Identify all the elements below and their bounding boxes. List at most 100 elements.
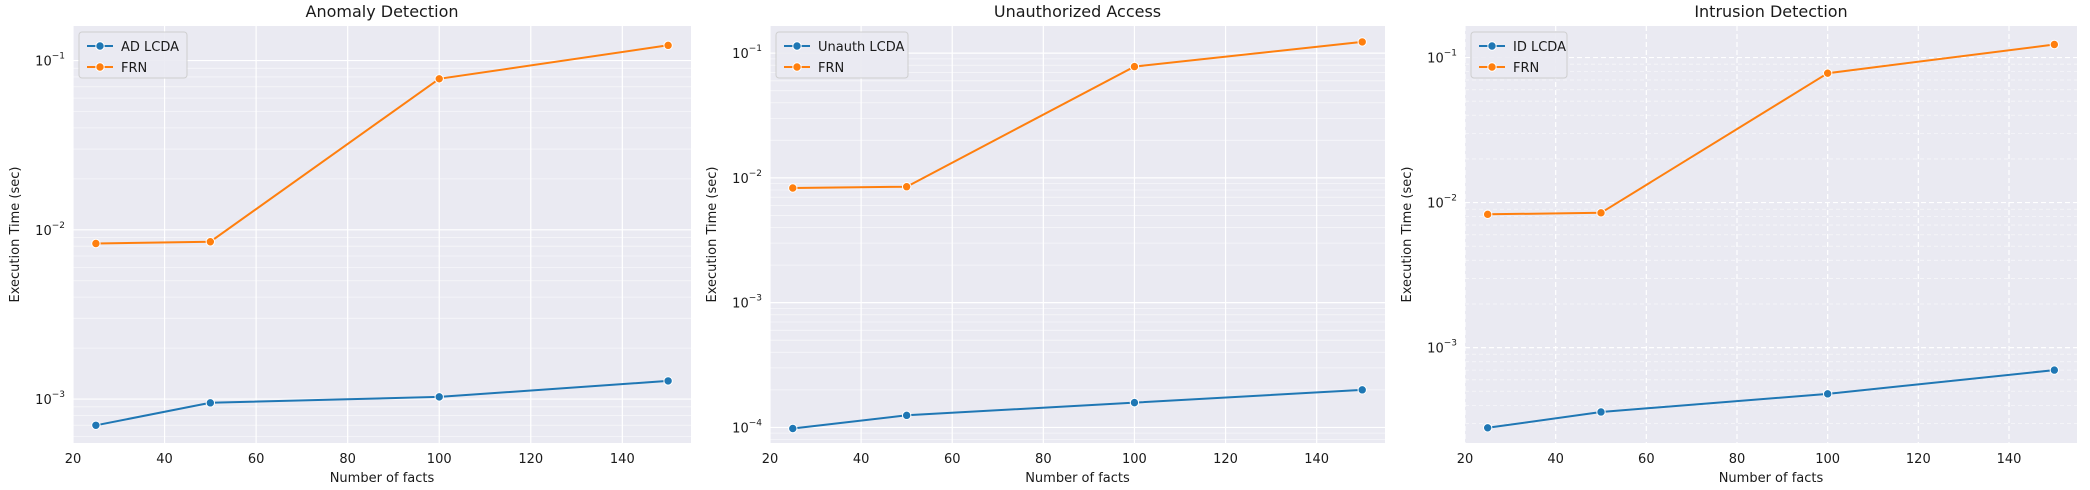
data-point [788, 183, 798, 193]
data-point [1129, 397, 1140, 408]
y-tick-base: 10 [1427, 197, 1444, 212]
series-2 [1482, 39, 2060, 220]
legend-swatch-marker [1487, 62, 1497, 72]
y-tick-base: 10 [732, 47, 749, 62]
data-point [1596, 208, 1606, 218]
y-tick-label: 10−1 [1427, 49, 1457, 67]
y-tick-exponent: −3 [52, 390, 65, 400]
y-tick-base: 10 [35, 393, 52, 408]
y-tick-exponent: −2 [52, 221, 65, 231]
x-tick-label: 40 [156, 452, 173, 467]
series-line [95, 44, 669, 245]
x-tick-label: 100 [1815, 452, 1840, 467]
legend-label: FRN [121, 61, 147, 76]
data-point [663, 40, 673, 51]
y-tick-base: 10 [1427, 52, 1444, 67]
y-tick-exponent: −3 [749, 294, 762, 304]
legend: ID LCDA FRN [1470, 31, 1568, 79]
data-point [205, 237, 216, 247]
legend-swatch-marker [1487, 41, 1497, 51]
y-tick-base: 10 [35, 224, 52, 239]
y-tick-base: 10 [35, 55, 52, 70]
y-tick-exponent: −1 [52, 52, 65, 62]
x-tick-label: 120 [1906, 452, 1931, 467]
plot-area [73, 26, 691, 443]
x-tick-label: 40 [853, 452, 870, 467]
y-tick-exponent: −1 [1444, 49, 1457, 59]
series-line [792, 388, 1363, 430]
legend-label: FRN [1513, 61, 1539, 76]
legend-swatch-marker [792, 62, 802, 72]
data-point [788, 423, 798, 434]
data-point [901, 181, 912, 192]
y-axis-label: Execution Time (sec) [8, 167, 23, 303]
legend-swatch-marker [95, 41, 105, 51]
data-point [434, 74, 444, 84]
x-tick-label: 100 [427, 452, 452, 467]
legend: AD LCDA FRN [78, 31, 188, 79]
x-axis-label: Number of facts [330, 471, 435, 486]
x-tick-label: 80 [1729, 452, 1746, 467]
data-point [1357, 37, 1367, 47]
y-tick-label: 10−2 [35, 221, 65, 239]
data-point [1482, 423, 1493, 433]
series-2 [91, 40, 673, 249]
y-axis-label: Execution Time (sec) [705, 167, 720, 303]
legend-label: ID LCDA [1513, 40, 1566, 55]
series-1 [91, 376, 673, 430]
legend: Unauth LCDA FRN [775, 31, 909, 79]
chart-title: Intrusion Detection [1694, 2, 1847, 21]
data-point [1129, 61, 1140, 72]
data-point [434, 392, 444, 402]
x-tick-label: 40 [1547, 452, 1564, 467]
series-1 [788, 385, 1367, 434]
y-tick-label: 10−2 [1427, 194, 1457, 212]
data-point [91, 238, 101, 249]
x-tick-label: 20 [762, 452, 779, 467]
y-tick-label: 10−4 [732, 418, 762, 436]
x-axis-label: Number of facts [1025, 471, 1130, 486]
data-point [2049, 39, 2060, 50]
x-tick-label: 140 [1304, 452, 1329, 467]
x-tick-label: 80 [1035, 452, 1052, 467]
data-point [2049, 365, 2060, 375]
legend-label: Unauth LCDA [818, 40, 905, 55]
y-tick-exponent: −4 [749, 418, 763, 428]
y-tick-label: 10−1 [732, 44, 762, 62]
y-tick-label: 10−3 [732, 294, 762, 312]
data-point [1822, 389, 1833, 399]
x-tick-label: 60 [1638, 452, 1655, 467]
x-tick-label: 60 [944, 452, 961, 467]
chart-panel-2: 20 40 60 80 100 120 14010−410−310−210−1Unautho… [705, 2, 1385, 486]
x-tick-label: 140 [1997, 452, 2022, 467]
data-point [1357, 385, 1367, 395]
y-tick-label: 10−3 [35, 390, 65, 408]
x-tick-label: 120 [518, 452, 543, 467]
y-tick-exponent: −3 [1444, 339, 1457, 349]
y-tick-exponent: −1 [749, 44, 762, 54]
series-line [1487, 43, 2055, 216]
legend-swatch-marker [792, 41, 802, 51]
y-tick-label: 10−2 [732, 169, 762, 187]
x-tick-label: 140 [610, 452, 635, 467]
x-tick-label: 100 [1122, 452, 1147, 467]
y-tick-base: 10 [1427, 342, 1444, 357]
data-point [1482, 209, 1493, 220]
data-point [205, 398, 216, 408]
series-2 [788, 37, 1367, 193]
chart-title: Anomaly Detection [306, 2, 459, 21]
x-tick-label: 20 [1457, 452, 1474, 467]
x-tick-label: 20 [65, 452, 82, 467]
x-tick-label: 80 [339, 452, 356, 467]
series-line [95, 379, 669, 427]
x-tick-label: 120 [1213, 452, 1238, 467]
series-line [792, 40, 1363, 189]
data-point [1822, 68, 1833, 78]
x-tick-label: 60 [248, 452, 265, 467]
plot-area [770, 26, 1385, 443]
data-point [901, 410, 912, 421]
y-tick-base: 10 [732, 421, 749, 436]
series-1 [1482, 365, 2060, 433]
